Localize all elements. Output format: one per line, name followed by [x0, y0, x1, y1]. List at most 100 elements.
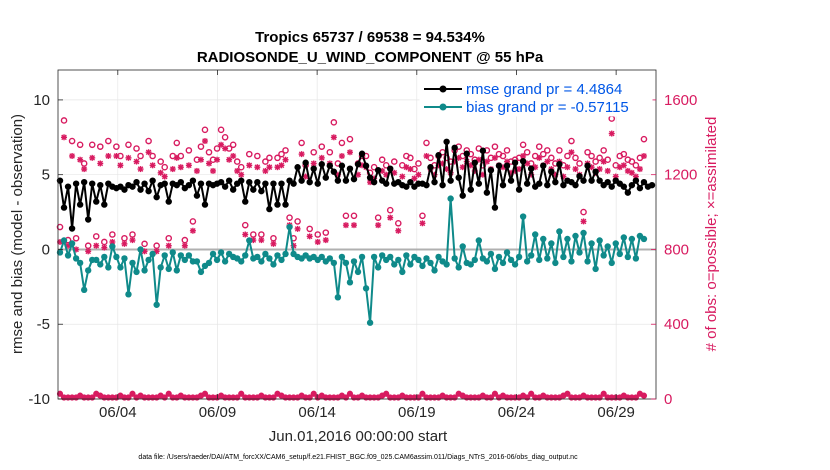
rmse-point-20 — [137, 186, 144, 193]
bias-point-27 — [165, 265, 172, 273]
possible-point-126 — [564, 152, 571, 160]
assimilated-stroke-d2-73 — [351, 222, 357, 228]
assimilated-stroke-d2-144 — [637, 166, 643, 172]
assimilated-point-85 — [399, 173, 406, 180]
rmse-point-62 — [306, 178, 313, 186]
assimilated-point-12 — [105, 152, 112, 159]
bias-point-116 — [523, 258, 531, 265]
assimilated-stroke-d2-51 — [262, 168, 269, 174]
bias-point-139 — [616, 250, 623, 258]
rmse-point-120 — [540, 162, 547, 169]
rmse-point-121 — [544, 181, 551, 189]
rmse-point-51 — [262, 180, 269, 187]
rmse-point-117 — [527, 165, 535, 172]
possible-point-17 — [125, 141, 132, 149]
x-tick-label-3: 06/19 — [398, 404, 436, 421]
assimilated-point-56 — [282, 156, 289, 163]
rmse-point-73 — [350, 175, 358, 183]
assimilated-point-89 — [415, 171, 422, 178]
possible-point-116 — [523, 148, 531, 156]
possible-point-13 — [109, 231, 116, 238]
assimilated-point-144 — [636, 166, 643, 173]
bias-point-21 — [141, 267, 148, 274]
rmse-point-67 — [326, 162, 334, 169]
bias-point-99 — [455, 264, 462, 271]
assimilated-point-9 — [93, 242, 100, 249]
bias-point-77 — [366, 319, 374, 326]
possible-point-57 — [286, 214, 293, 221]
bias-point-137 — [608, 259, 615, 267]
bias-point-83 — [391, 261, 398, 268]
bias-point-41 — [221, 258, 229, 265]
rmse-point-104 — [475, 180, 483, 187]
bias-point-3 — [68, 240, 76, 247]
assimilated-stroke-d2-136 — [604, 168, 611, 174]
rmse-point-125 — [560, 181, 567, 189]
y-axis-left-label: rmse and bias (model - observation) — [9, 114, 26, 354]
possible-point-5 — [76, 141, 84, 149]
rmse-point-78 — [370, 178, 378, 186]
bias-point-69 — [334, 294, 342, 301]
y-right-tick-label-1: 1200 — [664, 167, 697, 184]
bias-point-103 — [471, 256, 479, 264]
assimilated-stroke-d2-90 — [419, 220, 426, 227]
rmse-point-10 — [97, 181, 104, 189]
assimilated-stroke-d2-72 — [347, 149, 353, 156]
possible-point-26 — [161, 163, 169, 171]
assimilated-stroke-d2-88 — [411, 175, 418, 182]
possible-point-115 — [519, 141, 527, 149]
assimilated-point-126 — [564, 164, 571, 171]
rmse-point-59 — [294, 164, 301, 171]
assimilated-point-55 — [278, 162, 285, 169]
bias-point-109 — [495, 253, 503, 261]
possible-point-91 — [423, 139, 430, 147]
possible-point-8 — [88, 141, 96, 149]
assimilated-stroke-d2-61 — [302, 173, 309, 180]
possible-point-25 — [157, 158, 164, 165]
rmse-point-41 — [221, 183, 229, 190]
assimilated-stroke-d2-18 — [129, 237, 136, 243]
assimilated-stroke-d2-50 — [258, 237, 265, 243]
rmse-point-33 — [189, 177, 197, 184]
rmse-point-72 — [346, 165, 354, 172]
assimilated-point-38 — [210, 167, 217, 174]
assimilated-point-25 — [157, 169, 164, 176]
possible-point-3 — [68, 137, 76, 145]
rmse-point-27 — [165, 198, 172, 205]
rmse-point-110 — [499, 181, 507, 189]
x-tick-label-1: 06/09 — [199, 404, 237, 421]
bias-point-55 — [278, 256, 285, 264]
baseline-count-point-45 — [238, 390, 245, 397]
bias-point-70 — [338, 253, 346, 261]
bias-point-23 — [149, 250, 156, 258]
y-left-tick-label-3: -5 — [37, 316, 50, 333]
rmse-point-116 — [523, 180, 531, 187]
possible-point-111 — [503, 147, 511, 154]
assimilated-point-27 — [165, 242, 172, 249]
assimilated-point-82 — [387, 214, 394, 221]
assimilated-point-100 — [459, 164, 466, 171]
y-left-tick-label-4: -10 — [28, 391, 50, 408]
assimilated-stroke-d2-85 — [399, 173, 406, 180]
assimilated-stroke-d2-66 — [323, 237, 329, 243]
rmse-point-91 — [423, 181, 430, 189]
rmse-point-63 — [310, 165, 317, 172]
possible-point-14 — [113, 143, 120, 150]
rmse-point-26 — [161, 180, 168, 187]
rmse-point-22 — [145, 187, 152, 195]
assimilated-point-31 — [181, 242, 188, 249]
rmse-point-106 — [483, 189, 491, 196]
assimilated-stroke-d2-121 — [544, 158, 551, 165]
assimilated-stroke-d2-47 — [246, 162, 253, 169]
rmse-point-71 — [342, 177, 350, 184]
bias-point-96 — [443, 261, 450, 268]
assimilated-stroke-d2-96 — [443, 166, 450, 172]
assimilated-point-59 — [294, 225, 301, 232]
assimilated-point-51 — [262, 167, 269, 174]
legend-rmse-marker — [439, 85, 447, 93]
assimilated-point-127 — [568, 149, 575, 156]
rmse-point-9 — [93, 198, 100, 205]
possible-point-35 — [197, 143, 205, 150]
bias-point-38 — [209, 250, 217, 258]
rmse-point-16 — [121, 186, 128, 193]
